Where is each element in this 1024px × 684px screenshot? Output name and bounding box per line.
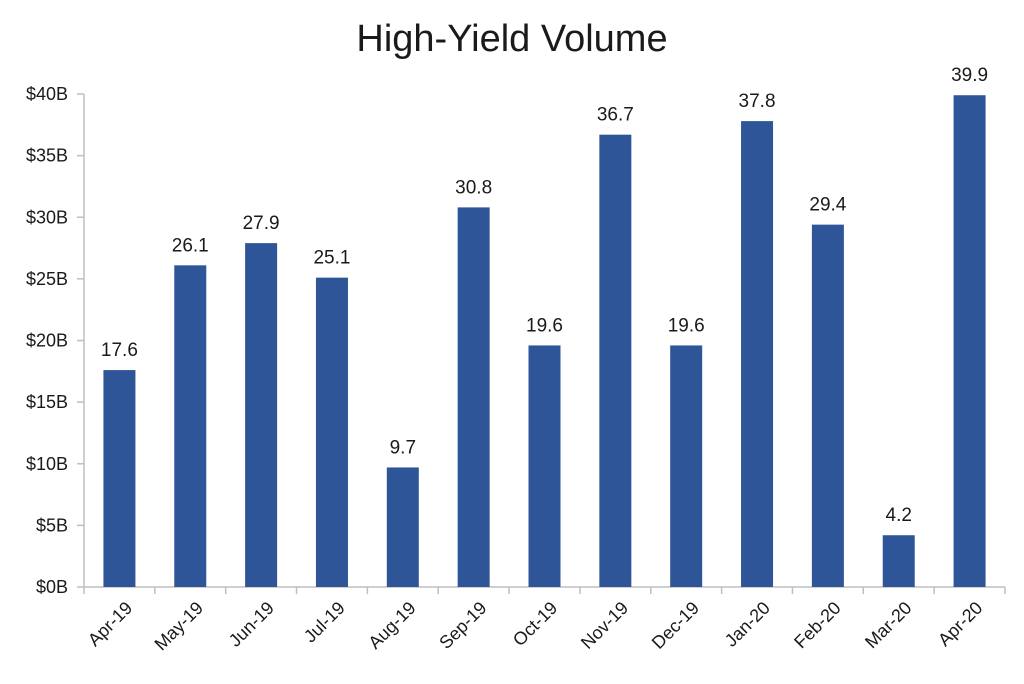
bar (741, 121, 774, 588)
bar (103, 370, 136, 587)
x-tick-label: Aug-19 (364, 598, 419, 653)
x-tick-label: Dec-19 (648, 598, 703, 653)
data-label: 30.8 (455, 177, 492, 198)
data-label: 37.8 (739, 91, 776, 112)
x-tick-label: Jun-19 (225, 598, 278, 651)
x-tick-label: Oct-19 (509, 598, 561, 650)
x-tick-label: Mar-20 (861, 598, 915, 652)
bar (599, 134, 632, 588)
data-label: 27.9 (243, 213, 280, 234)
bar (528, 345, 561, 587)
chart-title: High-Yield Volume (356, 18, 668, 60)
y-tick-label: $0B (36, 577, 68, 597)
y-tick-label: $35B (26, 146, 68, 166)
x-tick-label: Apr-20 (934, 598, 986, 650)
bar (174, 265, 207, 587)
data-label: 9.7 (390, 437, 416, 458)
bar (882, 535, 915, 587)
y-tick-label: $30B (26, 207, 68, 227)
data-label: 17.6 (101, 340, 138, 361)
data-label: 26.1 (172, 235, 209, 256)
bar (386, 467, 419, 587)
y-tick-label: $5B (36, 515, 68, 535)
data-label: 29.4 (809, 195, 846, 216)
data-label: 19.6 (668, 315, 705, 336)
x-tick-label: Jan-20 (721, 598, 774, 651)
x-tick-label: Apr-19 (84, 598, 136, 650)
y-tick-label: $10B (26, 454, 68, 474)
y-tick-label: $20B (26, 331, 68, 351)
data-label: 4.2 (886, 505, 912, 526)
bar (953, 95, 986, 588)
y-tick-label: $25B (26, 269, 68, 289)
x-tick-label: Nov-19 (577, 598, 632, 653)
bar (457, 207, 490, 587)
data-label: 19.6 (526, 315, 563, 336)
bar (811, 224, 844, 587)
x-tick-label: May-19 (151, 598, 208, 655)
data-label: 36.7 (597, 105, 634, 126)
x-tick-label: Feb-20 (790, 598, 844, 652)
y-tick-label: $40B (26, 84, 68, 104)
data-label: 25.1 (313, 248, 350, 269)
y-tick-label: $15B (26, 392, 68, 412)
bar (245, 243, 278, 587)
data-label: 39.9 (951, 65, 988, 86)
x-tick-label: Jul-19 (300, 598, 349, 647)
bar (670, 345, 703, 587)
bar (315, 277, 348, 587)
x-tick-label: Sep-19 (435, 598, 490, 653)
